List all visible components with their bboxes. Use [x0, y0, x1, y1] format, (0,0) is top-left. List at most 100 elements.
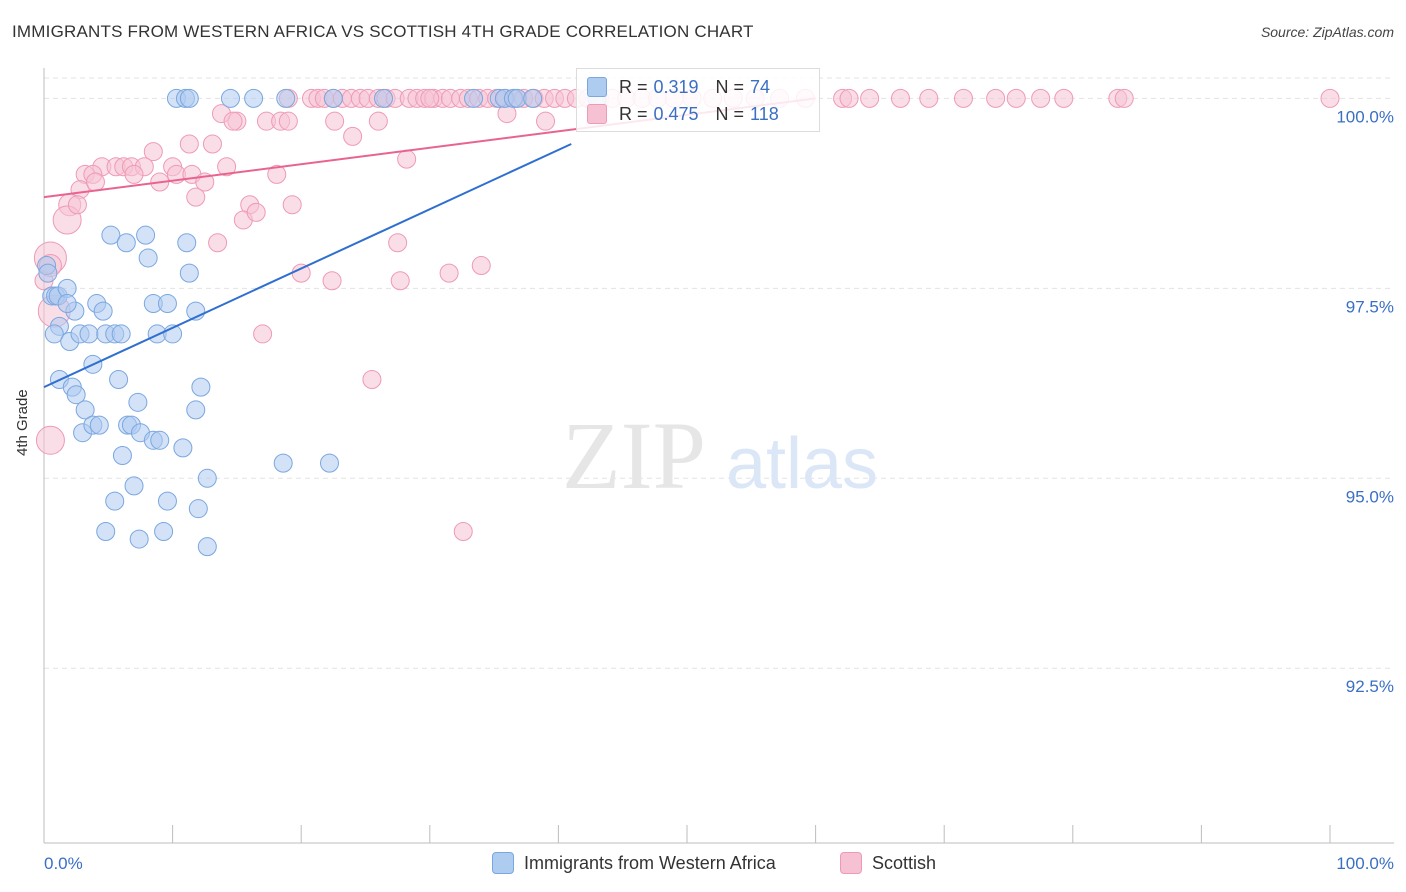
- scottish-point-110: [343, 126, 363, 146]
- scottish-point-55: [1320, 88, 1340, 108]
- scottish-point-95: [390, 271, 410, 291]
- n-value-pink: 118: [750, 103, 779, 124]
- gridlines: [44, 77, 1394, 669]
- western-africa-point-40: [111, 324, 131, 344]
- scottish-point-51: [1031, 88, 1051, 108]
- scottish-point-54: [1114, 88, 1134, 108]
- legend: Immigrants from Western Africa Scottish: [0, 852, 1406, 878]
- trendline-western-africa: [43, 143, 572, 389]
- axes: [43, 68, 1394, 844]
- r-value-blue: 0.319: [653, 76, 699, 97]
- western-africa-point-46: [109, 370, 129, 390]
- western-africa-point-64: [197, 468, 217, 488]
- western-africa-point-72: [197, 537, 217, 557]
- scottish-point-96: [439, 263, 459, 283]
- western-africa-point-23: [93, 301, 113, 321]
- western-africa-point-49: [75, 400, 95, 420]
- scottish-point-111: [420, 88, 440, 108]
- scottish-point-48: [953, 88, 973, 108]
- y-tick-label-2: 97.5%: [1346, 297, 1394, 316]
- western-africa-point-5: [276, 88, 296, 108]
- scottish-point-97: [471, 256, 491, 276]
- western-africa-point-27: [138, 248, 158, 268]
- stats-row-pink: R = 0.475 N = 118: [587, 102, 779, 126]
- western-africa-point-62: [273, 453, 293, 473]
- western-africa-point-61: [173, 438, 193, 458]
- western-africa-point-60: [112, 446, 132, 465]
- scottish-point-65: [179, 134, 199, 154]
- x-tick-label-1: 100.0%: [1336, 854, 1394, 873]
- western-africa-point-50: [128, 392, 148, 412]
- r-value-pink: 0.475: [653, 103, 699, 124]
- western-africa-point-54: [89, 415, 109, 435]
- western-africa-point-25: [116, 233, 136, 253]
- x-tick-label-0: 0.0%: [44, 854, 83, 873]
- y-tick-label-0: 92.5%: [1346, 677, 1394, 696]
- western-africa-point-67: [157, 491, 177, 511]
- western-africa-point-2: [179, 88, 199, 108]
- legend-swatch-pink: [840, 852, 862, 874]
- western-africa-point-24: [101, 225, 121, 245]
- scottish-point-62: [278, 111, 298, 131]
- scottish-point-52: [1054, 88, 1074, 108]
- correlation-stats-box: R = 0.319 N = 74 R = 0.475 N = 118: [576, 68, 820, 132]
- y-tick-label-1: 95.0%: [1346, 487, 1394, 506]
- western-africa-point-73: [57, 294, 77, 314]
- legend-swatch-blue: [492, 852, 514, 874]
- scottish-point-63: [325, 111, 345, 131]
- western-africa-point-65: [124, 476, 144, 496]
- r-label: R =: [619, 103, 648, 124]
- scottish-point-106: [368, 111, 388, 131]
- scottish-point-108: [67, 195, 87, 215]
- western-africa-point-30: [177, 233, 197, 253]
- chart-title: IMMIGRANTS FROM WESTERN AFRICA VS SCOTTI…: [12, 22, 754, 41]
- watermark-zip: ZIP: [562, 402, 706, 509]
- western-africa-point-26: [136, 225, 156, 245]
- legend-item-western-africa[interactable]: Immigrants from Western Africa: [492, 852, 776, 874]
- scottish-point-101: [35, 425, 65, 455]
- western-africa-point-68: [188, 499, 208, 519]
- scottish-point-45: [860, 88, 880, 108]
- n-label: N =: [715, 103, 745, 124]
- western-africa-point-8: [464, 88, 484, 108]
- scottish-point-102: [453, 521, 473, 541]
- legend-label-western-africa: Immigrants from Western Africa: [524, 852, 776, 873]
- y-axis-label: 4th Grade: [14, 389, 31, 456]
- legend-label-scottish: Scottish: [872, 852, 937, 873]
- western-africa-point-3: [220, 88, 240, 108]
- western-africa-point-71: [154, 521, 174, 541]
- western-africa-point-16: [38, 263, 58, 283]
- scottish-point-107: [85, 172, 105, 192]
- western-africa-point-13: [523, 88, 543, 108]
- scottish-point-46: [890, 88, 910, 108]
- western-africa-point-69: [96, 521, 116, 541]
- western-africa-point-31: [179, 263, 199, 283]
- scottish-point-82: [397, 149, 417, 169]
- scottish-point-94: [322, 271, 342, 291]
- western-africa-point-66: [105, 491, 125, 511]
- scottish-point-90: [208, 233, 228, 253]
- western-africa-point-29: [157, 294, 177, 314]
- tick-labels: 92.5% 95.0% 97.5% 100.0% 0.0% 100.0%: [44, 107, 1394, 873]
- legend-item-scottish[interactable]: Scottish: [840, 852, 936, 874]
- scottish-point-99: [253, 324, 273, 344]
- western-africa-point-34: [44, 324, 64, 344]
- scottish-point-81: [267, 164, 287, 184]
- stats-swatch-pink: [587, 104, 607, 124]
- scottish-point-105: [223, 111, 243, 131]
- scottish-point-84: [186, 187, 206, 207]
- western-africa-point-51: [186, 400, 206, 420]
- western-africa-point-37: [79, 324, 99, 344]
- stats-swatch-blue: [587, 77, 607, 97]
- scottish-point-64: [202, 134, 222, 154]
- stats-row-blue: R = 0.319 N = 74: [587, 75, 770, 99]
- watermark-atlas: atlas: [726, 424, 878, 504]
- scottish-point-49: [986, 88, 1006, 108]
- western-africa-point-6: [323, 88, 343, 108]
- scottish-point-109: [246, 202, 266, 222]
- western-africa-point-70: [129, 529, 149, 549]
- n-value-blue: 74: [750, 76, 771, 97]
- scottish-point-50: [1006, 88, 1026, 108]
- western-africa-point-47: [191, 377, 211, 397]
